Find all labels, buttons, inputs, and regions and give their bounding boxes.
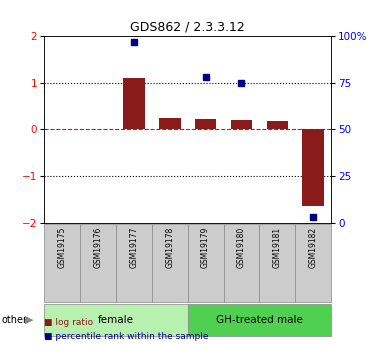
Text: GSM19182: GSM19182 <box>309 227 318 268</box>
Text: GSM19179: GSM19179 <box>201 227 210 268</box>
Bar <box>303 129 324 206</box>
Text: GSM19176: GSM19176 <box>94 227 102 268</box>
Bar <box>123 78 145 129</box>
Bar <box>266 121 288 129</box>
Bar <box>195 119 216 129</box>
Bar <box>80 224 116 302</box>
Text: GSM19181: GSM19181 <box>273 227 282 268</box>
Bar <box>44 304 188 336</box>
Text: GSM19177: GSM19177 <box>129 227 139 268</box>
Bar <box>188 304 331 336</box>
Text: ▶: ▶ <box>25 315 33 325</box>
Text: GSM19180: GSM19180 <box>237 227 246 268</box>
Text: GH-treated male: GH-treated male <box>216 315 303 325</box>
Title: GDS862 / 2.3.3.12: GDS862 / 2.3.3.12 <box>130 21 245 34</box>
Bar <box>159 118 181 129</box>
Bar <box>44 224 80 302</box>
Bar <box>295 224 331 302</box>
Bar <box>259 224 295 302</box>
Text: ■ log ratio: ■ log ratio <box>44 318 94 327</box>
Text: ■ percentile rank within the sample: ■ percentile rank within the sample <box>44 332 209 341</box>
Bar <box>188 224 224 302</box>
Text: other: other <box>2 315 28 325</box>
Text: female: female <box>98 315 134 325</box>
Text: GSM19175: GSM19175 <box>58 227 67 268</box>
Bar <box>116 224 152 302</box>
Bar <box>152 224 188 302</box>
Text: GSM19178: GSM19178 <box>165 227 174 268</box>
Bar <box>224 224 259 302</box>
Bar <box>231 120 252 129</box>
